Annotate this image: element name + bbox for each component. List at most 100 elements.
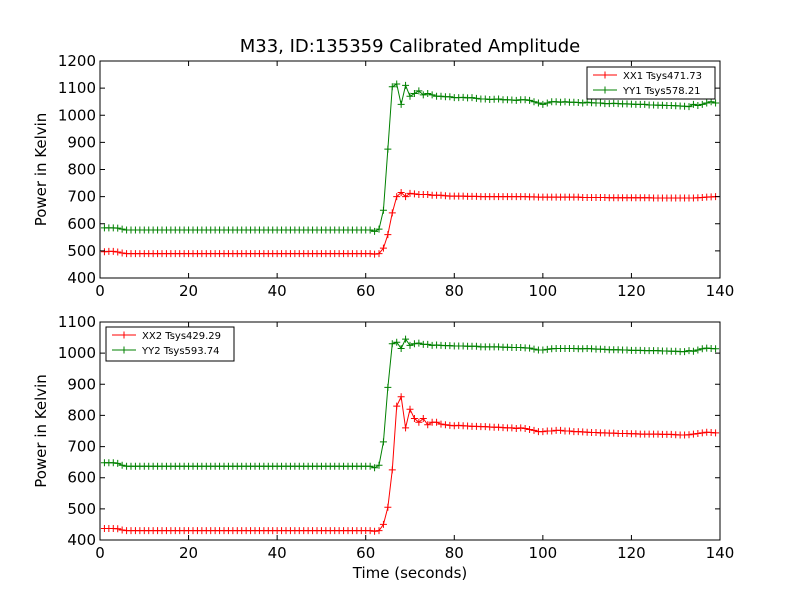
x-tick-label: 40 (268, 544, 287, 562)
legend-label: YY2 Tsys593.74 (141, 346, 220, 357)
data-point (512, 96, 520, 104)
y-axis-label: Power in Kelvin (32, 374, 50, 488)
data-point (526, 344, 534, 352)
data-point (415, 87, 423, 95)
data-point (419, 415, 427, 423)
y-axis-label: Power in Kelvin (32, 113, 50, 227)
data-point (393, 80, 401, 88)
data-point (371, 250, 379, 258)
data-point (433, 418, 441, 426)
legend-label: XX2 Tsys429.29 (142, 331, 221, 342)
data-point (379, 206, 387, 214)
y-tick-label: 1000 (58, 344, 96, 362)
data-point (118, 461, 126, 469)
data-point (689, 430, 697, 438)
data-point (114, 525, 122, 533)
data-point (472, 94, 480, 102)
legend-box (105, 326, 235, 362)
data-point (397, 100, 405, 108)
data-point (472, 342, 480, 350)
data-point (481, 95, 489, 103)
data-point (424, 340, 432, 348)
data-point (366, 250, 374, 258)
series-markers-1 (100, 393, 720, 535)
data-point (437, 92, 445, 100)
data-point (424, 190, 432, 198)
data-point (406, 92, 414, 100)
series-markers-1 (100, 189, 720, 258)
x-tick-label: 60 (356, 282, 375, 300)
data-point (402, 335, 410, 343)
series-markers-2 (100, 335, 720, 472)
data-point (410, 340, 418, 348)
data-point (689, 100, 697, 108)
data-point (495, 95, 503, 103)
data-point (114, 459, 122, 467)
legend-swatch (593, 86, 617, 94)
series-line-1 (104, 191, 716, 255)
data-point (419, 91, 427, 99)
data-point (379, 438, 387, 446)
data-point (366, 527, 374, 535)
data-point (109, 247, 117, 255)
data-point (393, 402, 401, 410)
data-point (424, 421, 432, 429)
x-tick-label: 0 (95, 544, 105, 562)
figure-title: M33, ID:135359 Calibrated Amplitude (240, 36, 581, 57)
data-point (388, 466, 396, 474)
data-point (393, 338, 401, 346)
data-point (694, 101, 702, 109)
data-point (446, 93, 454, 101)
data-point (543, 345, 551, 353)
data-point (388, 83, 396, 91)
y-tick-label: 700 (67, 188, 96, 206)
data-point (384, 503, 392, 511)
data-point (406, 189, 414, 197)
data-point (596, 99, 604, 107)
data-point (574, 99, 582, 107)
data-point (548, 427, 556, 435)
data-point (441, 421, 449, 429)
data-point (384, 383, 392, 391)
y-tick-label: 900 (67, 133, 96, 151)
legend-label: YY1 Tsys578.21 (622, 86, 701, 97)
data-point (712, 345, 720, 353)
data-point (526, 425, 534, 433)
data-point (118, 526, 126, 534)
data-point (406, 405, 414, 413)
data-point (410, 415, 418, 423)
x-tick-label: 140 (706, 282, 735, 300)
data-point (459, 93, 467, 101)
y-tick-label: 400 (67, 531, 96, 549)
data-point (437, 420, 445, 428)
data-point (371, 527, 379, 535)
data-point (521, 96, 529, 104)
data-point (415, 418, 423, 426)
data-point (114, 224, 122, 232)
data-point (410, 190, 418, 198)
data-point (583, 98, 591, 106)
data-point (681, 348, 689, 356)
legend-swatch (112, 331, 136, 339)
data-point (114, 248, 122, 256)
data-point (424, 90, 432, 98)
data-point (388, 340, 396, 348)
data-point (703, 99, 711, 107)
bottom-panel: 0 20 40 60 80 100 120 140 400 500 600 700 800 900 1000… (32, 313, 734, 582)
x-tick-label: 120 (617, 544, 646, 562)
data-point (402, 193, 410, 201)
y-tick-label: 900 (67, 375, 96, 393)
x-tick-label: 20 (179, 544, 198, 562)
y-tick-label: 400 (67, 269, 96, 287)
x-tick-label: 100 (529, 544, 558, 562)
y-tick-label: 1100 (58, 79, 96, 97)
y-tick-label: 1100 (58, 313, 96, 331)
top-panel: 0 20 40 60 80 100 120 140 400 500 600 700 800 900 1000… (32, 52, 734, 300)
data-point (689, 347, 697, 355)
y-tick-label: 600 (67, 215, 96, 233)
data-point (375, 527, 383, 535)
series-line-1 (104, 395, 716, 532)
data-point (379, 520, 387, 528)
